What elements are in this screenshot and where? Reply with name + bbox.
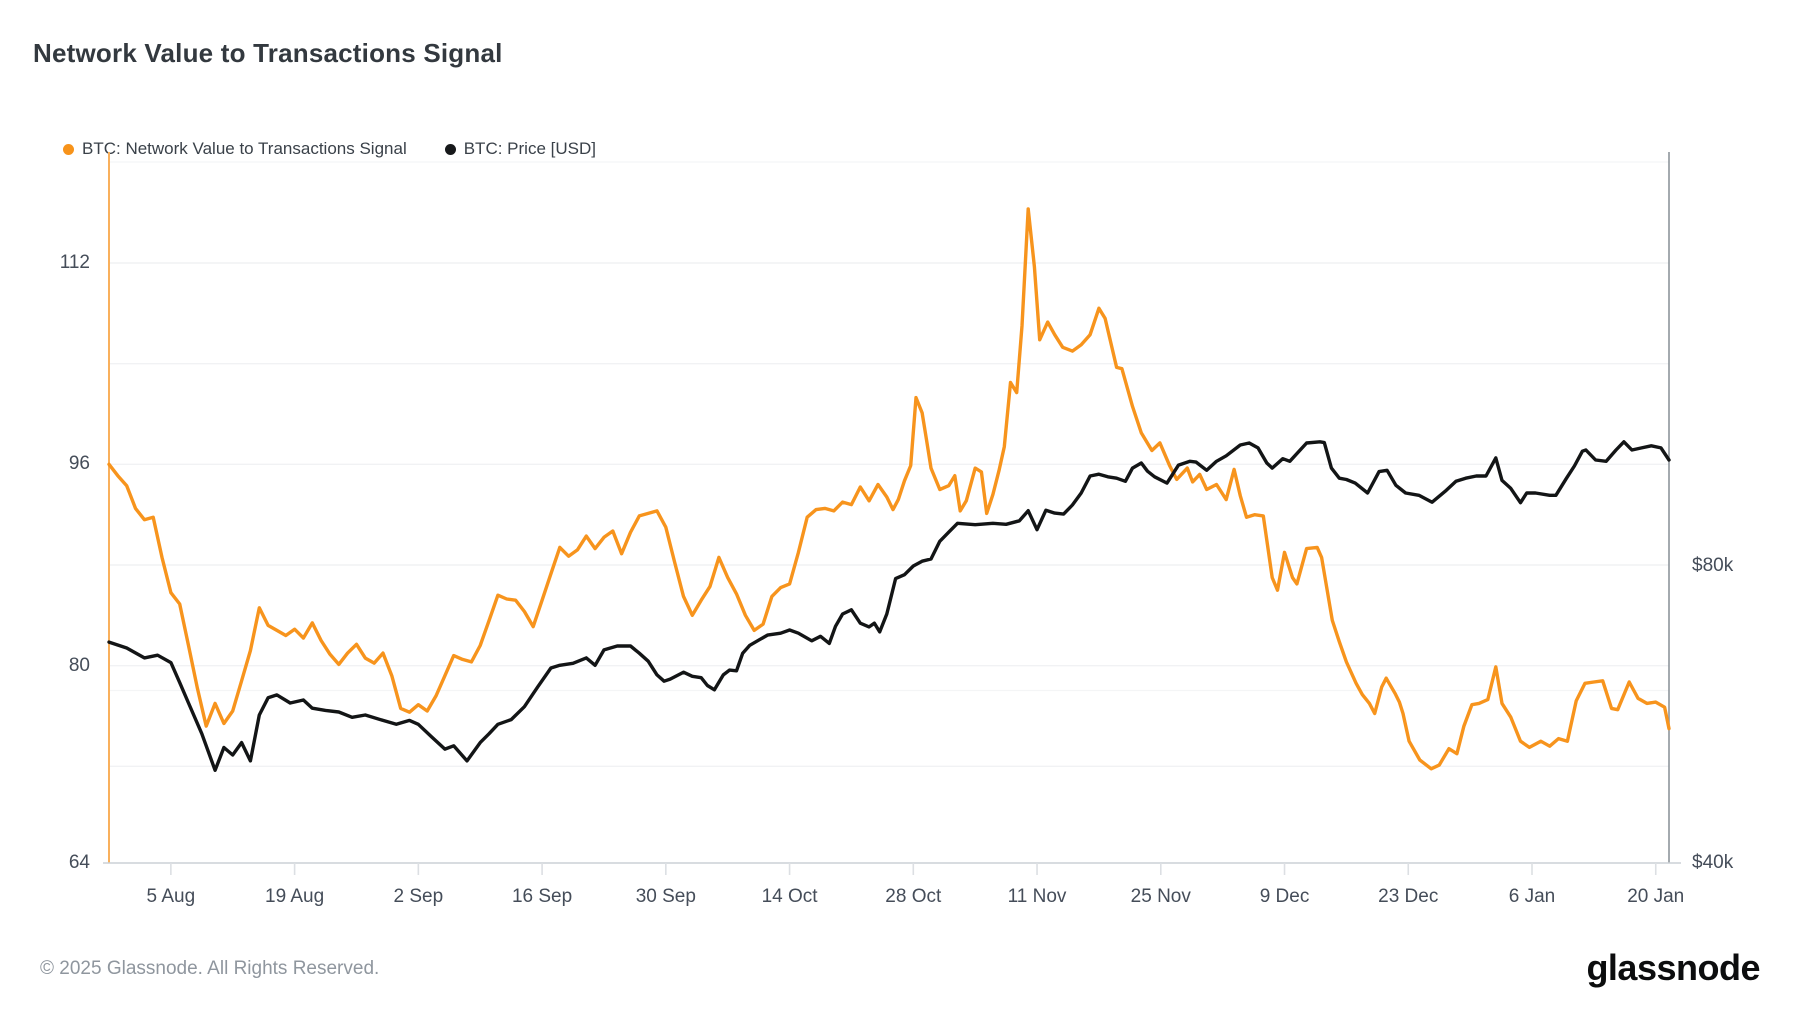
chart-legend: BTC: Network Value to Transactions Signa…	[63, 139, 596, 159]
legend-item-nvt[interactable]: BTC: Network Value to Transactions Signa…	[63, 139, 407, 159]
y-axis-left-label: 80	[68, 654, 90, 676]
x-axis-label: 5 Aug	[146, 886, 196, 907]
x-axis-label: 16 Sep	[511, 886, 573, 907]
y-axis-left-label: 112	[59, 252, 90, 273]
x-axis-label: 6 Jan	[1508, 886, 1556, 907]
x-axis-label: 25 Nov	[1130, 886, 1191, 907]
x-axis-label: 11 Nov	[1007, 886, 1067, 907]
x-axis-label: 14 Oct	[761, 886, 818, 907]
copyright-text: © 2025 Glassnode. All Rights Reserved.	[40, 958, 380, 979]
x-axis-label: 20 Jan	[1627, 886, 1685, 907]
x-axis-label: 23 Dec	[1378, 886, 1439, 907]
series-nvt	[107, 207, 1671, 771]
legend-dot-black-icon	[444, 143, 456, 155]
x-axis-label: 2 Sep	[393, 886, 444, 907]
legend-dot-orange-icon	[63, 143, 74, 155]
legend-item-price[interactable]: BTC: Price [USD]	[444, 139, 596, 159]
x-axis-label: 30 Sep	[635, 886, 696, 907]
x-axis-label: 9 Dec	[1259, 886, 1310, 907]
y-axis-left-label: 64	[68, 852, 90, 873]
glassnode-logo: glassnode	[1586, 947, 1760, 988]
legend-label: BTC: Price [USD]	[463, 139, 596, 158]
y-axis-right-label: $40k	[1692, 852, 1734, 873]
page-title: Network Value to Transactions Signal	[33, 38, 503, 68]
y-axis-left-label: 96	[68, 453, 90, 475]
legend-label: BTC: Network Value to Transactions Signa…	[82, 139, 407, 158]
series-price	[107, 440, 1671, 772]
x-axis-label: 28 Oct	[885, 886, 942, 907]
y-axis-right-label: $80k	[1692, 555, 1734, 576]
x-axis-label: 19 Aug	[265, 886, 325, 907]
